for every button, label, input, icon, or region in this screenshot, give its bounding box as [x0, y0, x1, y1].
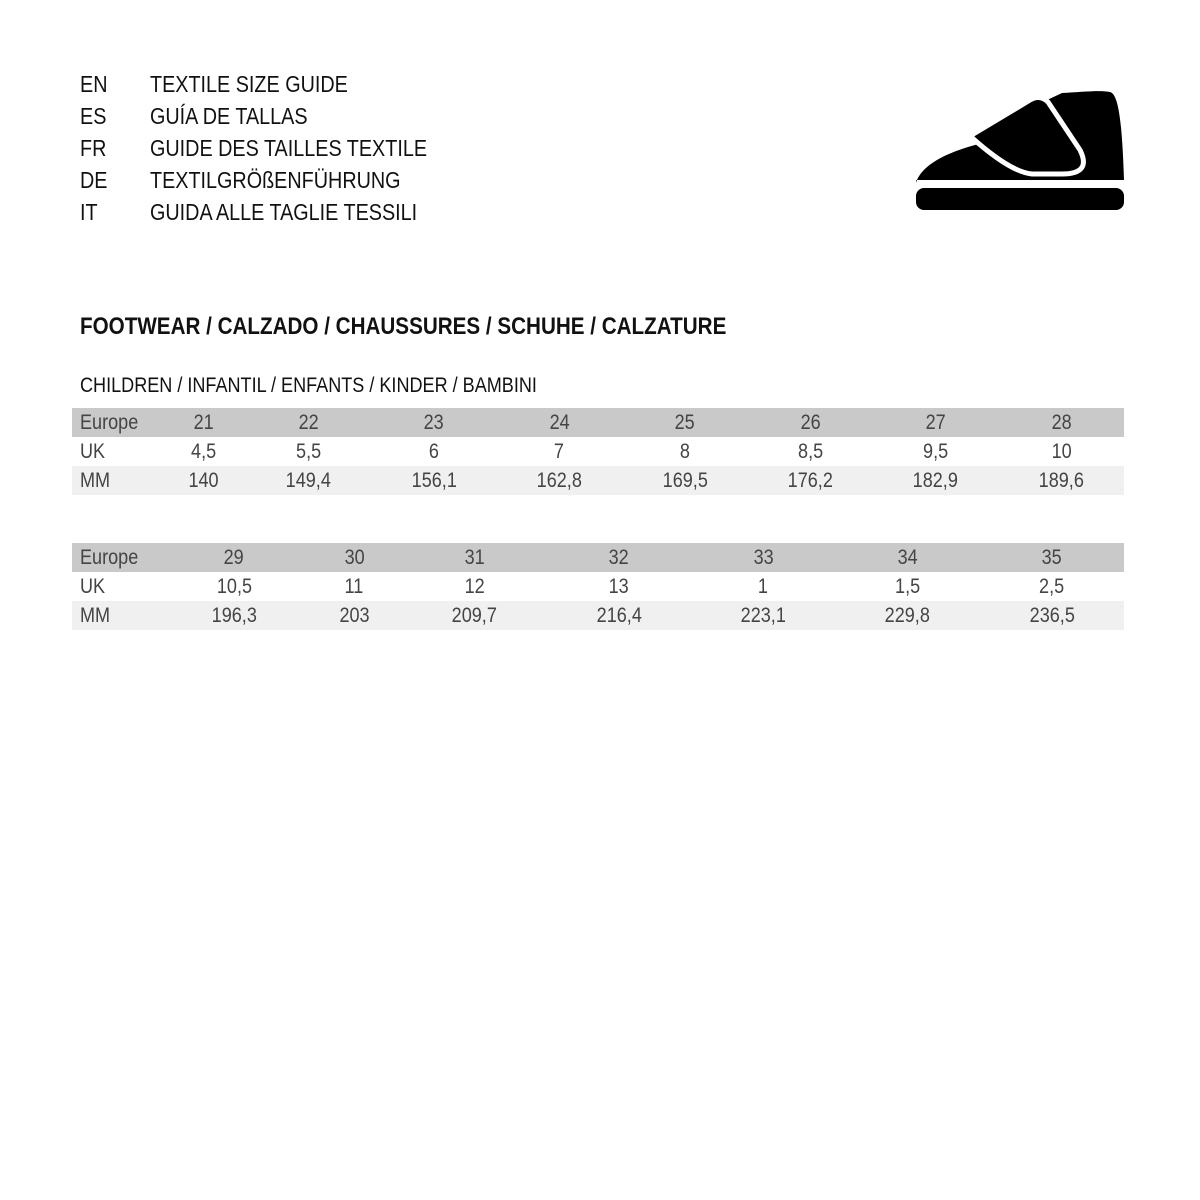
- size-cell: 35: [1041, 545, 1062, 569]
- size-row-uk: UK 10,5 11 12 13 1 1,5 2,5: [72, 572, 1124, 601]
- size-cell: 189,6: [1038, 468, 1084, 492]
- title-text: GUIDA ALLE TAGLIE TESSILI: [150, 199, 418, 225]
- language-code: FR: [80, 135, 107, 161]
- row-label: Europe: [80, 545, 139, 569]
- size-row-europe: Europe 21 22 23 24 25 26 27 28: [72, 408, 1124, 437]
- shoe-icon: [916, 91, 1124, 210]
- row-label: UK: [80, 574, 106, 598]
- size-cell: 27: [925, 410, 946, 434]
- size-cell: 10,5: [216, 574, 252, 598]
- language-code: IT: [80, 199, 98, 225]
- size-cell: 4,5: [191, 439, 217, 463]
- size-cell: 1,5: [894, 574, 921, 598]
- size-cell: 32: [608, 545, 629, 569]
- size-cell: 10: [1051, 439, 1072, 463]
- footwear-heading: FOOTWEAR / CALZADO / CHAUSSURES / SCHUHE…: [80, 313, 727, 340]
- row-label: MM: [80, 603, 111, 627]
- children-subheading: CHILDREN / INFANTIL / ENFANTS / KINDER /…: [80, 374, 537, 397]
- size-cell: 209,7: [452, 603, 498, 627]
- size-cell: 236,5: [1029, 603, 1075, 627]
- size-cell: 24: [549, 410, 570, 434]
- row-label: MM: [80, 468, 111, 492]
- size-row-uk: UK 4,5 5,5 6 7 8 8,5 9,5 10: [72, 437, 1124, 466]
- size-row-europe: Europe 29 30 31 32 33 34 35: [72, 543, 1124, 572]
- size-cell: 176,2: [787, 468, 833, 492]
- size-cell: 25: [674, 410, 695, 434]
- size-cell: 216,4: [596, 603, 642, 627]
- size-row-mm: MM 196,3 203 209,7 216,4 223,1 229,8 236,5: [72, 601, 1124, 630]
- size-cell: 26: [800, 410, 821, 434]
- size-cell: 13: [608, 574, 629, 598]
- size-cell: 31: [464, 545, 485, 569]
- title-text: TEXTILGRÖßENFÜHRUNG: [150, 167, 401, 193]
- size-cell: 30: [344, 545, 365, 569]
- size-cell: 149,4: [285, 468, 331, 492]
- size-table-1: Europe 21 22 23 24 25 26 27 28 UK 4,5 5,5 6 7 8 8,5 9,5 1…: [72, 408, 1124, 495]
- size-row-mm: MM 140 149,4 156,1 162,8 169,5 176,2 182,9 189,6: [72, 466, 1124, 495]
- language-code: DE: [80, 167, 108, 193]
- size-cell: 6: [428, 439, 439, 463]
- size-cell: 11: [345, 574, 364, 598]
- size-cell: 29: [224, 545, 245, 569]
- size-cell: 8,5: [797, 439, 823, 463]
- title-text: GUÍA DE TALLAS: [150, 103, 308, 129]
- size-cell: 8: [679, 439, 690, 463]
- size-cell: 7: [554, 439, 565, 463]
- size-cell: 196,3: [211, 603, 257, 627]
- language-code: ES: [80, 103, 107, 129]
- size-cell: 2,5: [1039, 574, 1065, 598]
- size-cell: 229,8: [884, 603, 931, 627]
- row-label: Europe: [80, 410, 139, 434]
- size-cell: 21: [193, 410, 214, 434]
- size-cell: 22: [298, 410, 319, 434]
- language-code: EN: [80, 71, 108, 97]
- size-cell: 12: [464, 574, 485, 598]
- size-cell: 156,1: [411, 468, 457, 492]
- size-cell: 33: [753, 545, 774, 569]
- size-table-2: Europe 29 30 31 32 33 34 35 UK 10,5 11 12 13 1 1,5 2,5 M…: [72, 543, 1124, 630]
- size-cell: 5,5: [295, 439, 321, 463]
- title-text: TEXTILE SIZE GUIDE: [150, 71, 348, 97]
- size-cell: 23: [423, 410, 444, 434]
- title-text: GUIDE DES TAILLES TEXTILE: [150, 135, 428, 161]
- size-cell: 1: [758, 574, 769, 598]
- size-cell: 140: [188, 468, 219, 492]
- row-label: UK: [80, 439, 106, 463]
- size-cell: 28: [1051, 410, 1072, 434]
- size-cell: 9,5: [923, 439, 949, 463]
- size-cell: 169,5: [662, 468, 708, 492]
- size-cell: 162,8: [536, 468, 582, 492]
- size-cell: 34: [897, 545, 918, 569]
- size-cell: 223,1: [740, 603, 786, 627]
- size-cell: 182,9: [913, 468, 959, 492]
- size-cell: 203: [339, 603, 370, 627]
